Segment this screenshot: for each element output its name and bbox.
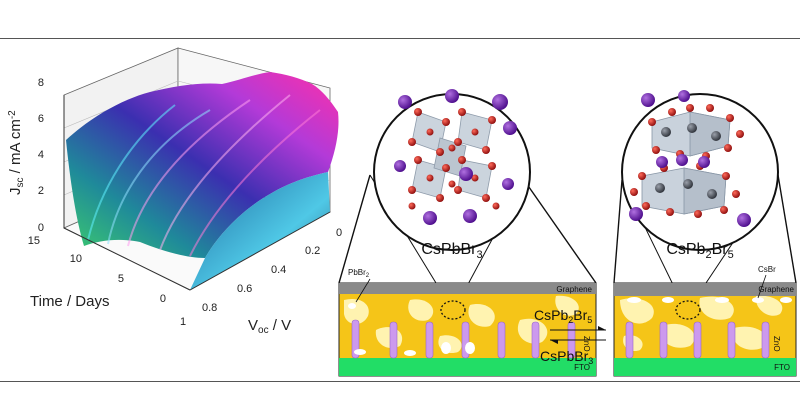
crystal-right: CsPb2Br5 [613,90,797,302]
csbr-label: CsBr [758,265,776,274]
z-tick: 0 [38,222,44,234]
zoom-line [777,174,797,284]
y-tick: 5 [118,273,124,285]
zno-rods [625,321,770,359]
surface-front-face [190,172,330,290]
zno-label: ZnO [582,336,591,352]
zoom-line [523,179,597,284]
y-tick: 10 [70,253,82,265]
cs-atoms [394,89,517,225]
csbr-inclusions [627,297,792,303]
x-axis-line [189,211,331,291]
zoom-region [440,300,466,320]
fto-layer [339,358,596,376]
fto-label: FTO [774,363,790,372]
pb-atoms [655,123,721,199]
cs-atoms [629,90,751,227]
pale-phase-patches [344,295,579,354]
forward-arrowhead [598,326,606,330]
z-tick: 4 [38,149,44,161]
backward-product-label: CsPbBr3 [540,348,593,366]
device-right: CsBr Graphene FTO ZnO [613,265,797,377]
x-tick: 0.6 [237,283,252,295]
y-tick: 15 [28,235,40,247]
fto-layer [614,358,796,376]
pb2br5-upper-layer [651,111,731,157]
graphene-layer [339,283,596,294]
zoom-line [338,174,371,284]
top-rule [0,38,800,39]
pbbr2-inclusions [348,303,475,356]
x-tick: 0.2 [305,245,320,257]
x-axis-label: Voc / V [248,317,291,336]
y-axis-line [63,227,191,291]
crystal-right-label: CsPb2Br5 [666,241,733,261]
jsc-surface [66,72,339,258]
br-atoms [408,108,500,210]
graphene-label: Graphene [758,285,794,294]
x-tick: 0 [336,227,342,239]
y-axis-label: Time / Days [30,293,109,310]
crystal-left: CsPbBr3 [338,89,597,302]
device-left: PbBr2 Graphene FTO ZnO [338,268,597,377]
x-tick: 0.8 [202,302,217,314]
backward-arrowhead [550,340,558,344]
z-tick: 6 [38,113,44,125]
forward-product-label: CsPb2Br5 [534,307,592,325]
fto-label: FTO [574,363,590,372]
x-tick: 0.4 [271,264,286,276]
phase-transformation: CsPb2Br5 CsPbBr3 [534,307,606,366]
x-tick: 1 [180,316,186,328]
surface-plot: 8 6 4 2 0 Jsc / mA cm-2 15 10 5 0 Time /… [7,47,342,336]
graphene-layer [614,283,796,296]
pb2br5-lower-layer [641,167,727,215]
surface-ridges [87,94,321,257]
pbbr2-label: PbBr2 [348,268,370,279]
z-axis-label: Jsc / mA cm-2 [7,110,26,195]
graphene-label: Graphene [556,285,592,294]
bottom-rule [0,381,800,382]
zoom-line [613,179,623,284]
csbr-pointer [757,274,767,299]
crystal-left-label: CsPbBr3 [421,241,482,261]
z-tick: 2 [38,185,44,197]
y-tick: 0 [160,293,166,305]
pbbr2-pointer [355,278,371,303]
zno-label: ZnO [772,336,781,352]
z-tick: 8 [38,77,44,89]
zoom-region [675,300,701,320]
